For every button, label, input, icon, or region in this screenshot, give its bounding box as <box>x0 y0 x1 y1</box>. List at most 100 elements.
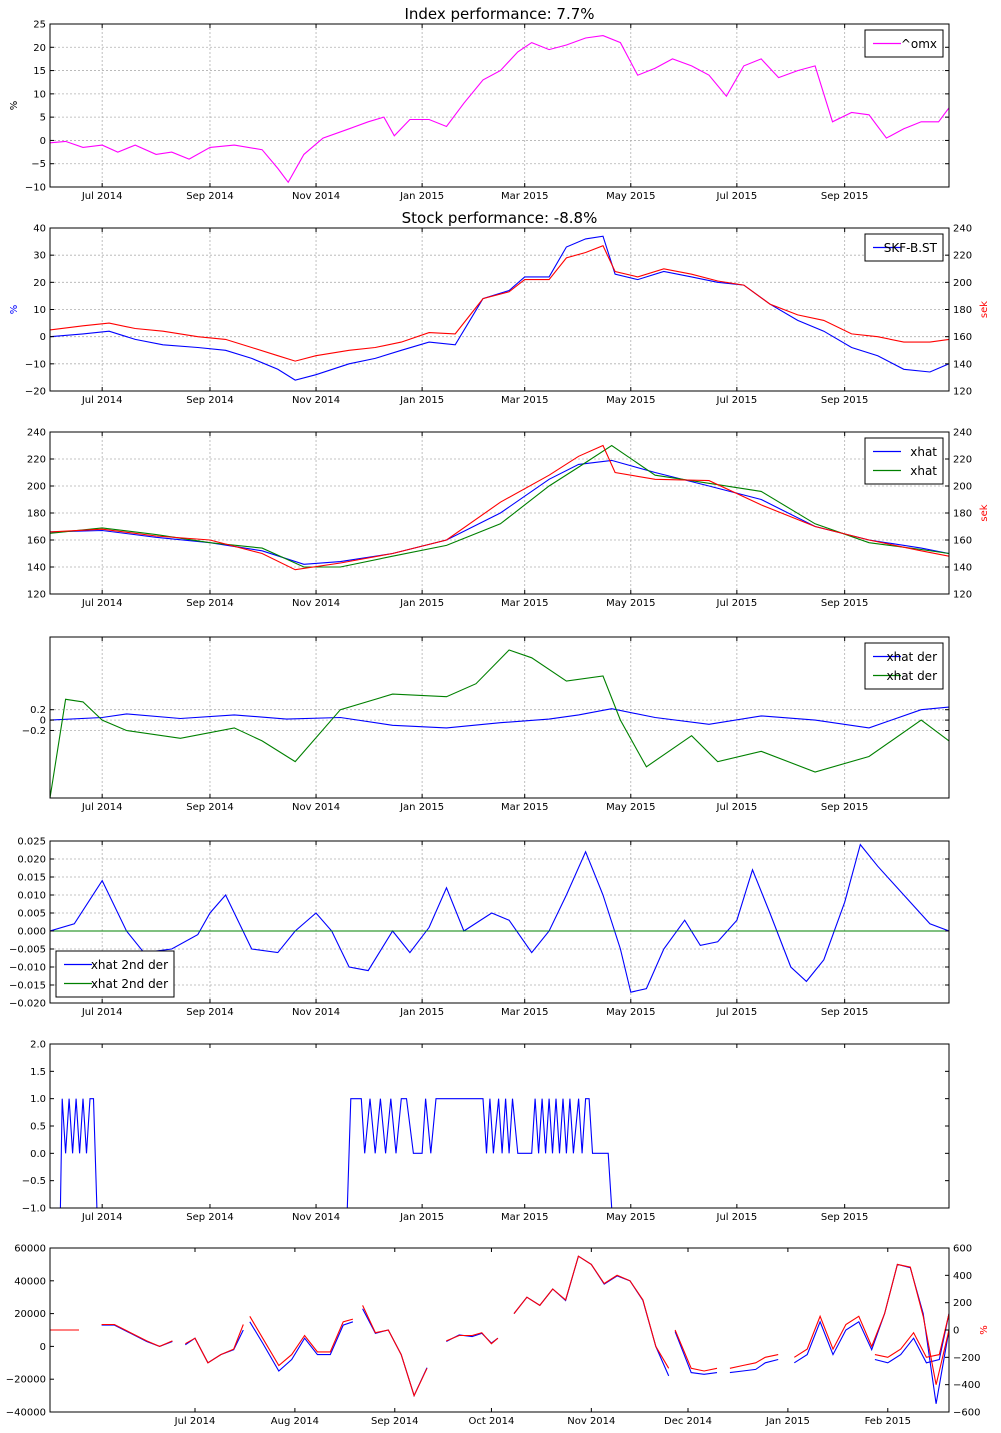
y-tick-label: −20 <box>25 387 46 398</box>
x-tick-label: Jul 2015 <box>716 191 758 202</box>
plot-frame <box>49 1043 950 1209</box>
chart-panel-4: Jul 2014 Sep 2014 Nov 2014 Jan 2015 Mar 2015… <box>22 636 950 813</box>
y-tick-label: −10 <box>25 183 46 194</box>
y-tick-label: 15 <box>33 66 46 77</box>
legend-box <box>55 950 175 998</box>
x-tick-label: Jan 2015 <box>399 598 444 609</box>
x-tick-label: Sep 2015 <box>821 395 868 406</box>
series-line-unnamed-1 <box>794 1263 949 1404</box>
y-tick-label: −5 <box>31 159 46 170</box>
y-tick-label: 0 <box>40 716 46 727</box>
x-tick-label: Nov 2014 <box>292 1212 340 1223</box>
series-line-unnamed-1 <box>729 1358 779 1374</box>
y2-tick-label: 180 <box>953 509 972 520</box>
y2-tick-label: 240 <box>953 224 972 235</box>
series-line-unnamed-2 <box>50 245 949 362</box>
y-tick-label: 30 <box>33 251 46 262</box>
y2-tick-label: 140 <box>953 563 972 574</box>
y-tick-label: 10 <box>33 89 46 100</box>
x-tick-label: Jan 2015 <box>399 802 444 813</box>
x-tick-label: Sep 2014 <box>186 1007 233 1018</box>
y-axis-label: % <box>9 305 20 315</box>
x-tick-label: May 2015 <box>606 598 655 609</box>
y-tick-label: 40 <box>33 224 46 235</box>
y-tick-label: −0.005 <box>9 945 46 956</box>
x-tick-label: Jan 2015 <box>399 1007 444 1018</box>
legend-label: xhat <box>910 464 937 478</box>
y-tick-label: 0 <box>40 332 46 343</box>
x-tick-label: Sep 2014 <box>186 395 233 406</box>
chart-panel-5: Jul 2014 Sep 2014 Nov 2014 Jan 2015 Mar 2015… <box>9 837 950 1018</box>
x-tick-label: Sep 2014 <box>186 598 233 609</box>
y-tick-label: −1.0 <box>22 1204 46 1215</box>
x-tick-label: Sep 2015 <box>821 1007 868 1018</box>
x-tick-label: Sep 2014 <box>186 802 233 813</box>
series-line-unnamed-3 <box>50 444 949 571</box>
series-line-omx <box>50 35 949 184</box>
series-line-skf-b-st <box>50 235 949 381</box>
y2-tick-label: 120 <box>953 387 972 398</box>
series-line-unnamed-2 <box>249 1316 354 1367</box>
legend-label: xhat der <box>886 650 937 664</box>
legend-label: xhat der <box>886 669 937 683</box>
y-tick-label: 20 <box>33 278 46 289</box>
series-line-xhat <box>50 444 949 568</box>
x-tick-label: May 2015 <box>606 1007 655 1018</box>
y-tick-label: 0 <box>40 136 46 147</box>
x-tick-label: Jul 2015 <box>716 1007 758 1018</box>
x-tick-label: Jan 2015 <box>765 1416 810 1427</box>
y-tick-label: −10 <box>25 359 46 370</box>
x-tick-label: Jan 2015 <box>399 395 444 406</box>
x-tick-label: Sep 2014 <box>371 1416 418 1427</box>
x-tick-label: Jul 2015 <box>716 802 758 813</box>
legend-label: xhat 2nd der <box>91 958 168 972</box>
y-tick-label: 0.5 <box>30 1122 46 1133</box>
legend: ^omx <box>864 29 944 58</box>
x-tick-label: Jul 2014 <box>81 802 123 813</box>
y2-tick-label: 160 <box>953 536 972 547</box>
y2-axis-label: % <box>979 1325 990 1335</box>
x-tick-label: Jul 2014 <box>81 598 123 609</box>
y-tick-label: 140 <box>27 563 46 574</box>
x-tick-label: Sep 2014 <box>186 1212 233 1223</box>
legend-box <box>864 233 944 262</box>
y-tick-label: −0.2 <box>22 726 46 737</box>
y-tick-label: 5 <box>40 113 46 124</box>
plot-frame <box>49 840 950 1004</box>
y-tick-label: −20000 <box>6 1375 46 1386</box>
series-line-unnamed-1 <box>674 1331 718 1375</box>
x-tick-label: Mar 2015 <box>501 1007 549 1018</box>
y-tick-label: 200 <box>27 482 46 493</box>
x-tick-label: Mar 2015 <box>501 598 549 609</box>
x-tick-label: Nov 2014 <box>292 802 340 813</box>
x-tick-label: Dec 2014 <box>664 1416 712 1427</box>
y-tick-label: 240 <box>27 428 46 439</box>
y2-tick-label: −200 <box>953 1353 980 1364</box>
x-tick-label: Jul 2015 <box>716 395 758 406</box>
legend: xhat der xhat der <box>864 642 944 690</box>
y-tick-label: 0.005 <box>17 909 46 920</box>
y-tick-label: 0.020 <box>17 855 46 866</box>
series-line-xhat-der <box>50 706 949 729</box>
series-line-unnamed-2 <box>874 1313 949 1358</box>
legend-label: xhat <box>910 445 937 459</box>
legend-label: xhat 2nd der <box>91 977 168 991</box>
y-tick-label: 0.2 <box>30 705 46 716</box>
series-line-unnamed-2 <box>185 1324 244 1364</box>
y2-tick-label: 220 <box>953 251 972 262</box>
y2-tick-label: 220 <box>953 455 972 466</box>
y-tick-label: 220 <box>27 455 46 466</box>
y-tick-label: 2.0 <box>30 1040 46 1051</box>
x-tick-label: Sep 2015 <box>821 1212 868 1223</box>
legend-box <box>864 642 944 690</box>
y2-tick-label: 600 <box>953 1244 972 1255</box>
series-line-unnamed-2 <box>674 1329 718 1372</box>
series-line-unnamed-2 <box>794 1263 949 1385</box>
y2-tick-label: 400 <box>953 1271 972 1282</box>
y-tick-label: 0.015 <box>17 873 46 884</box>
x-tick-label: Jul 2015 <box>716 1212 758 1223</box>
y2-tick-label: 200 <box>953 482 972 493</box>
x-tick-label: Jul 2014 <box>81 191 123 202</box>
y2-tick-label: 180 <box>953 305 972 316</box>
legend-box <box>864 437 944 485</box>
